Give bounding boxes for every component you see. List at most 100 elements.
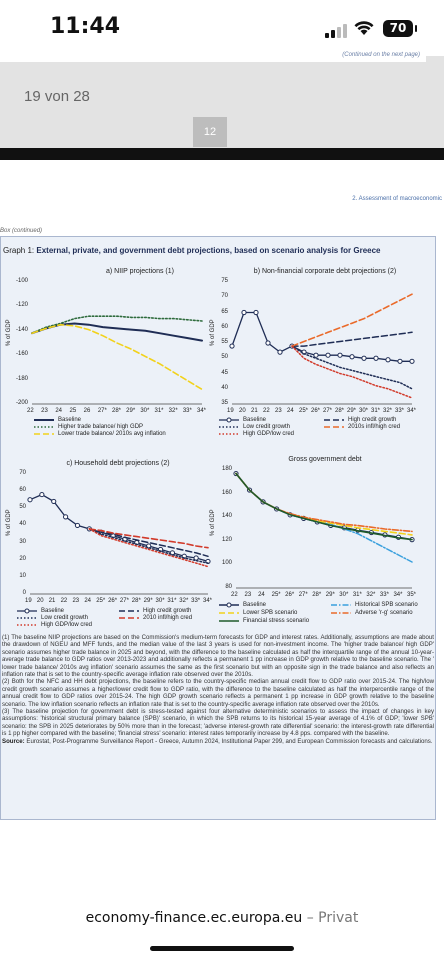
graph-title: Graph 1: External, private, and governme… xyxy=(3,246,380,255)
x-tick-label: 28* xyxy=(335,408,345,414)
y-tick-label: -140 xyxy=(15,326,28,333)
legend-swatch xyxy=(324,419,344,421)
x-tick-label: 29* xyxy=(126,408,136,414)
legend-item: Historical SPB scenario xyxy=(330,602,418,608)
x-tick-label: 31* xyxy=(352,592,362,598)
data-point xyxy=(39,491,45,498)
page-number-badge[interactable]: 12 xyxy=(193,117,227,147)
y-tick-label: -120 xyxy=(15,302,28,309)
x-tick-label: 34* xyxy=(393,592,403,598)
legend-label: Financial stress scenario xyxy=(243,618,310,624)
x-tick-label: 23 xyxy=(244,592,252,598)
series-line xyxy=(231,311,413,362)
series-line xyxy=(88,528,209,549)
x-tick-label: 28* xyxy=(131,598,141,604)
data-point xyxy=(397,358,403,364)
legend-label: 2010 infl/high cred xyxy=(143,615,193,621)
x-tick-label: 27* xyxy=(323,408,333,414)
y-tick-label: 35 xyxy=(221,400,228,406)
x-tick-label: 30* xyxy=(359,408,369,414)
x-tick-label: 28* xyxy=(112,408,122,414)
series-line xyxy=(88,528,209,564)
legend-item: Higher trade balance/ high GDP xyxy=(33,424,143,430)
y-tick-label: 70 xyxy=(221,293,228,300)
url-text[interactable]: economy-finance.ec.europa.eu xyxy=(85,910,303,926)
data-point xyxy=(385,357,391,363)
data-point xyxy=(277,349,283,355)
data-point xyxy=(27,497,33,503)
x-tick-label: 31* xyxy=(371,408,381,414)
x-tick-label: 34* xyxy=(203,598,213,604)
data-point xyxy=(373,355,379,361)
y-tick-label: 75 xyxy=(221,278,228,284)
legend-item: Lower SPB scenario xyxy=(218,610,297,616)
x-tick-label: 33* xyxy=(395,408,405,414)
browser-address-bar[interactable]: economy-finance.ec.europa.eu – Privat xyxy=(0,910,444,926)
series-line xyxy=(88,528,209,568)
source-line: Source: Eurostat, Post-Programme Surveil… xyxy=(2,738,434,745)
x-tick-label: 25* xyxy=(96,598,106,604)
legend-item: High credit growth xyxy=(118,608,191,614)
data-point xyxy=(361,355,367,361)
x-tick-label: 22 xyxy=(231,592,238,598)
y-tick-label: 160 xyxy=(221,489,232,496)
legend-label: Baseline xyxy=(243,417,267,423)
clock: 11:44 xyxy=(50,14,121,39)
x-tick-label: 21 xyxy=(251,408,258,414)
x-tick-label: 34* xyxy=(197,408,207,414)
legend-label: Lower SPB scenario xyxy=(243,610,298,616)
x-tick-label: 32* xyxy=(179,598,189,604)
legend-item: Financial stress scenario xyxy=(218,618,309,624)
legend-item: Baseline xyxy=(218,417,266,423)
series-line xyxy=(291,345,413,390)
y-tick-label: 60 xyxy=(221,323,228,330)
x-tick-label: 25 xyxy=(69,408,77,414)
legend-item: High credit growth xyxy=(323,417,396,423)
legend-swatch xyxy=(219,417,239,423)
y-tick-label: 140 xyxy=(221,513,232,520)
legend-swatch xyxy=(119,617,139,619)
footnote-2: (2) Both for the NFC and HH debt project… xyxy=(2,678,434,708)
home-indicator[interactable] xyxy=(150,946,294,951)
footnote-3: (3) The baseline projection for governme… xyxy=(2,708,434,738)
y-tick-label: -200 xyxy=(15,400,28,406)
y-tick-label: 20 xyxy=(19,555,26,562)
legend-label: High credit growth xyxy=(143,608,192,614)
x-tick-label: 30* xyxy=(140,408,150,414)
data-point xyxy=(241,309,247,316)
series-line xyxy=(88,528,209,558)
y-tick-label: 60 xyxy=(19,487,26,494)
previous-page-edge xyxy=(0,56,426,62)
legend-swatch xyxy=(219,602,239,608)
series-line xyxy=(31,323,203,391)
footnote-1: (1) The baseline NIIP projections are ba… xyxy=(2,634,434,679)
legend-label: High GDP/low cred xyxy=(243,431,295,437)
x-tick-label: 21 xyxy=(48,598,56,604)
panel-title: b) Non-financial corporate debt projecti… xyxy=(253,268,397,275)
legend-item: Baseline xyxy=(33,417,81,423)
x-tick-label: 24 xyxy=(258,592,265,598)
y-tick-label: 55 xyxy=(221,339,228,345)
series-line xyxy=(29,493,209,563)
x-tick-label: 28* xyxy=(312,592,322,598)
legend-swatch xyxy=(34,419,54,421)
y-tick-label: -180 xyxy=(15,375,28,382)
legend-label: High credit growth xyxy=(348,417,397,423)
x-tick-label: 33* xyxy=(379,592,389,598)
series-line xyxy=(235,472,413,563)
y-tick-label: 30 xyxy=(19,538,26,545)
x-tick-label: 20 xyxy=(36,598,44,604)
y-tick-label: 70 xyxy=(19,470,26,476)
legend-item: 2010 infl/high cred xyxy=(118,615,192,621)
panel-title: a) NIIP projections (1) xyxy=(106,268,174,275)
x-tick-label: 22 xyxy=(263,408,270,414)
legend-item: Lower trade balance/ 2010s avg inflation xyxy=(33,431,166,437)
x-tick-label: 32* xyxy=(383,408,393,414)
legend-item: Baseline xyxy=(16,608,64,614)
legend-label: Higher trade balance/ high GDP xyxy=(58,424,144,430)
cellular-signal-icon xyxy=(325,24,347,38)
legend-label: Historical SPB scenario xyxy=(355,602,418,608)
